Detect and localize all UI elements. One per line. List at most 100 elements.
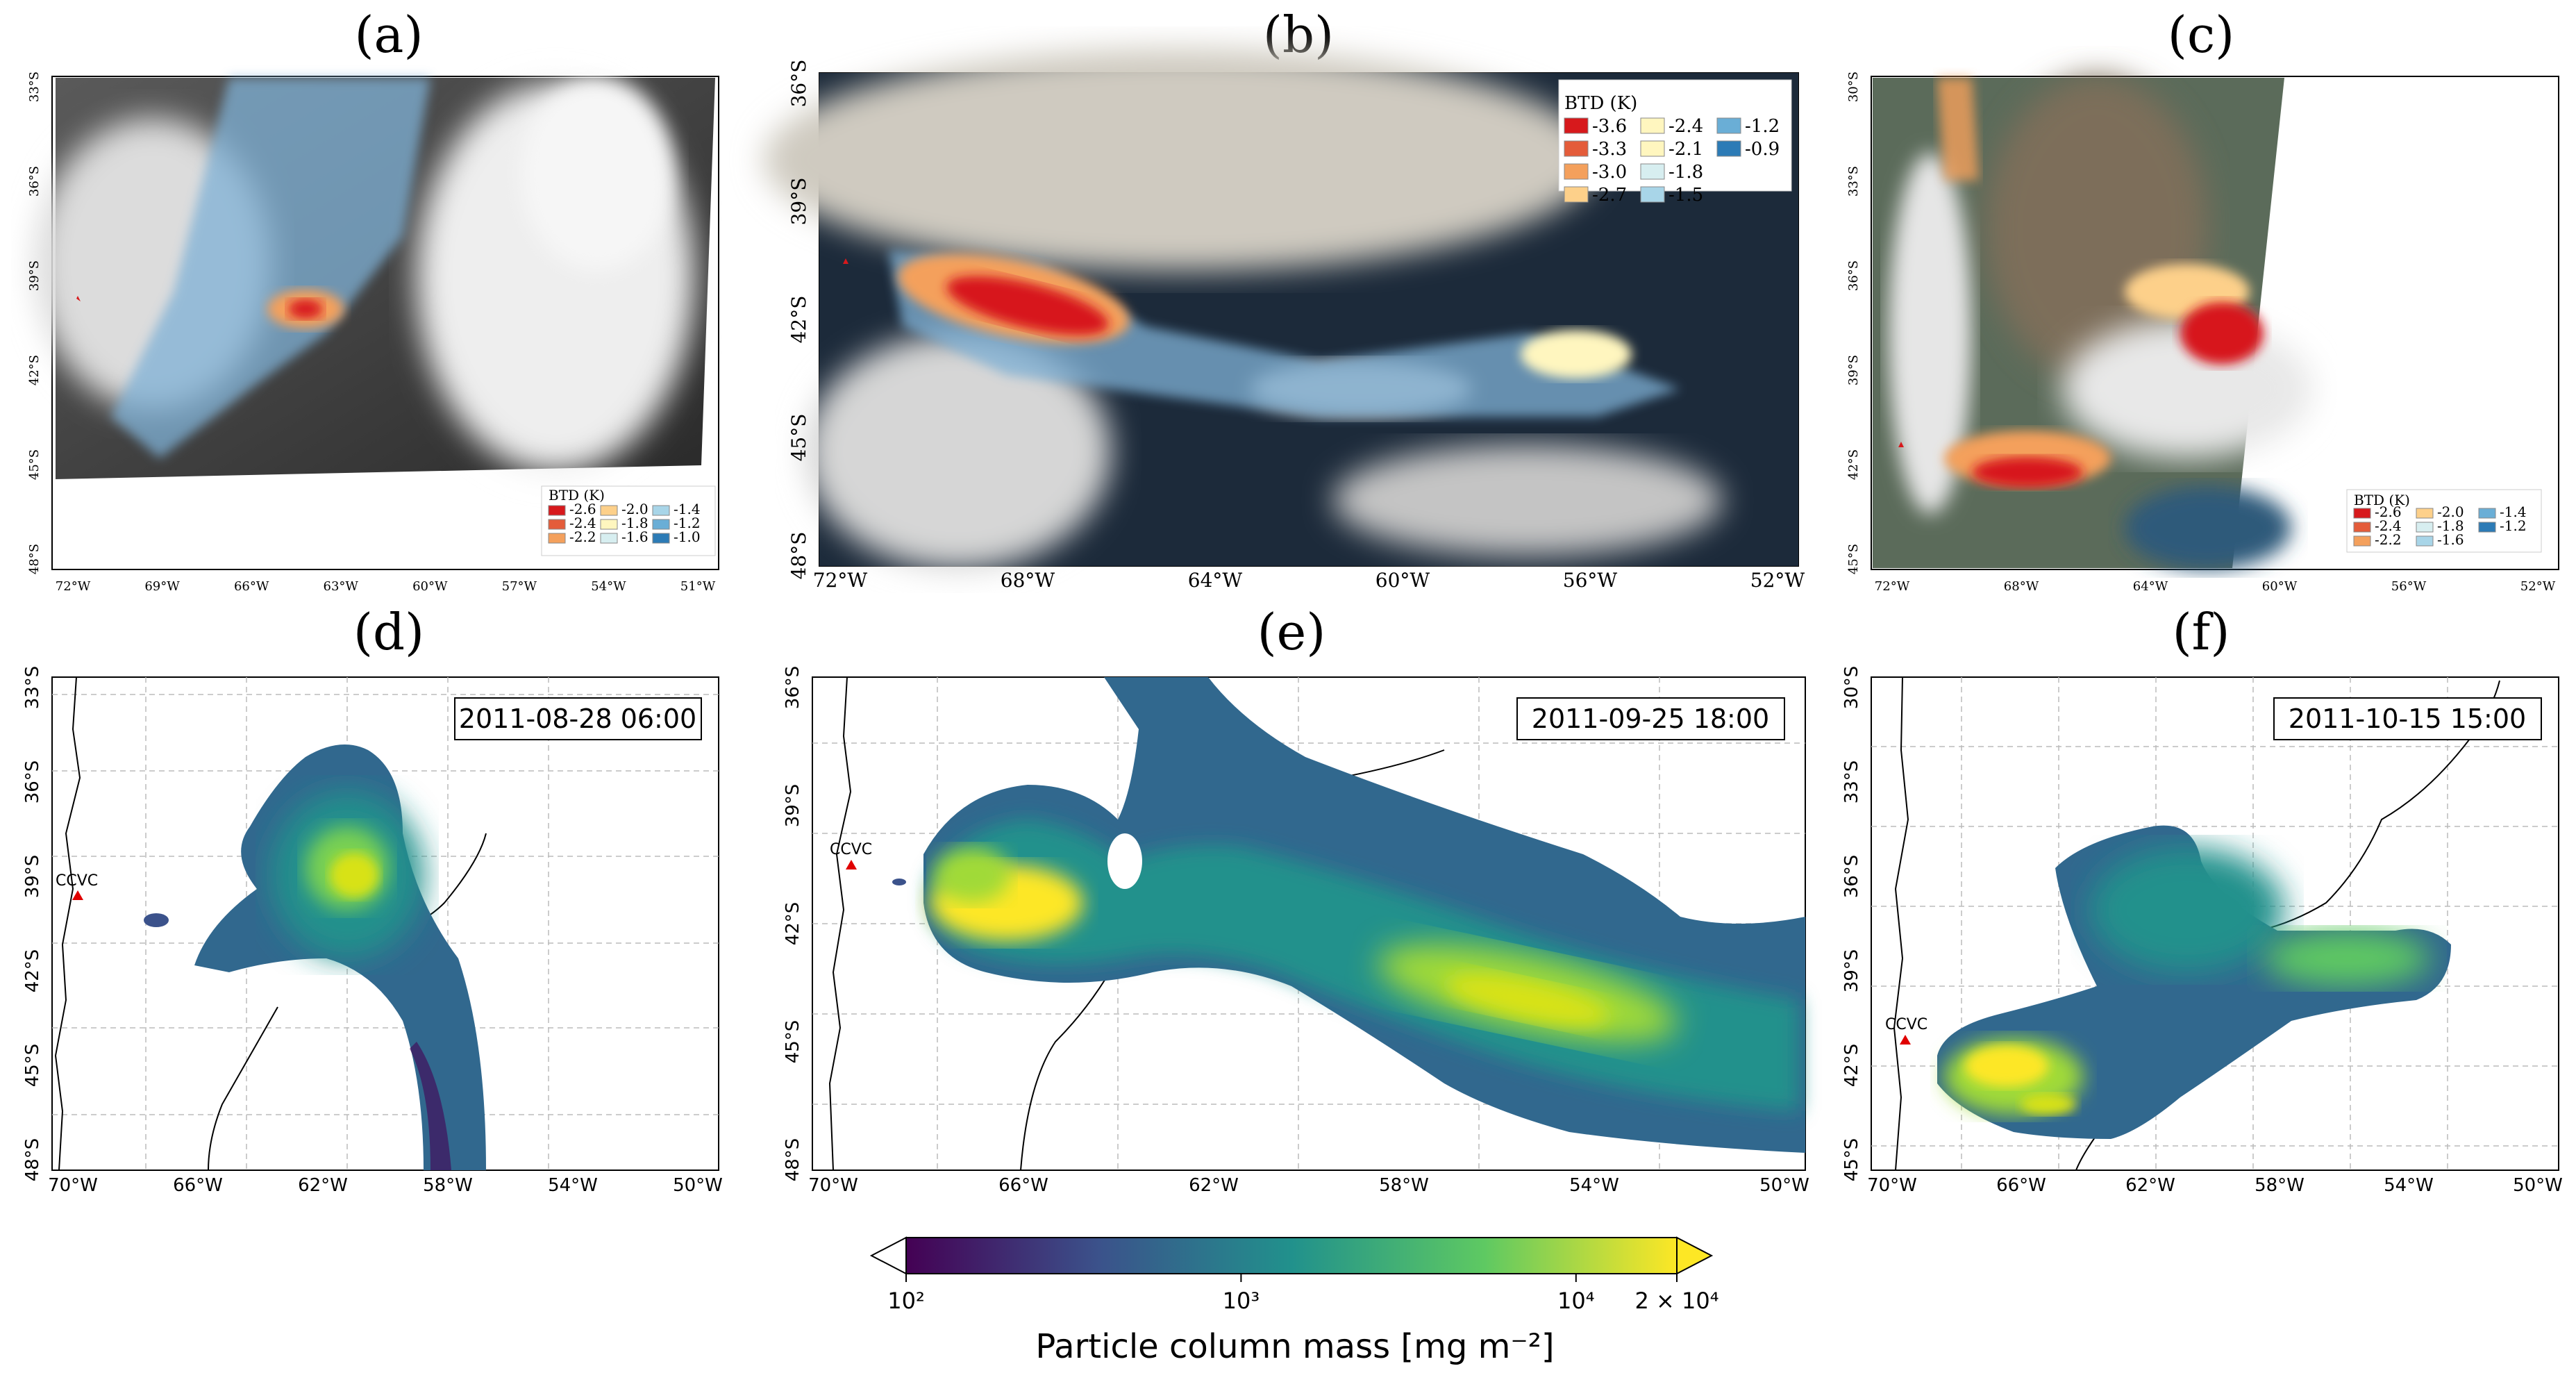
panel-c-lat-tick: 36°S: [1846, 260, 1861, 291]
panel-a-label: (a): [354, 6, 423, 64]
panel-a-legend-swatch: [548, 533, 566, 544]
panel-e-lon-tick: 70°W: [808, 1175, 858, 1196]
panel-f-plume: [1937, 825, 2451, 1139]
panel-b-legend-label: -3.6: [1592, 116, 1627, 137]
panel-f-label: (f): [2173, 603, 2230, 661]
panel-e-datebox: [1516, 697, 1785, 740]
panel-b-legend-swatch: [1640, 117, 1665, 134]
panel-a-lon-tick: 60°W: [412, 579, 448, 594]
panel-b-legend-swatch: [1640, 140, 1665, 157]
panel-a-lat-tick: 39°S: [27, 260, 42, 291]
panel-b-legend-swatch: [1564, 163, 1589, 180]
panel-f-lon-tick: 62°W: [2125, 1175, 2175, 1196]
panel-d-lat-tick: 42°S: [22, 949, 43, 993]
panel-b-lat-tick: 48°S: [787, 532, 810, 580]
panel-f-lat-tick: 36°S: [1841, 855, 1862, 899]
panel-a-lon-tick: 51°W: [680, 579, 716, 594]
panel-b-legend-swatch: [1564, 117, 1589, 134]
panel-d-lon-tick: 54°W: [548, 1175, 598, 1196]
colorbar-extend-low: [869, 1236, 907, 1275]
panel-b-legend-label: -1.8: [1668, 162, 1703, 183]
panel-b-legend-swatch: [1640, 163, 1665, 180]
panel-c-legend: BTD (K) -2.6-2.4-2.2 -2.0-1.8-1.6 -1.4-1.2: [2346, 489, 2542, 553]
panel-e-vent-marker: [846, 860, 857, 869]
panel-c-legend-label: -2.0: [2437, 504, 2464, 520]
panel-d-lat-tick: 36°S: [22, 760, 43, 804]
panel-c-image: [1873, 76, 2312, 569]
panel-b-lat-tick: 45°S: [787, 414, 810, 462]
colorbar: 10² 10³ 10⁴ 2 × 10⁴ Particle column mass [m…: [869, 1236, 1719, 1366]
panel-e-lat-tick: 45°S: [783, 1020, 803, 1064]
panel-a-legend-swatch: [652, 519, 670, 530]
panel-c-legend-swatch: [2416, 535, 2434, 547]
panel-b-legend-label: -1.5: [1668, 185, 1703, 206]
panel-f-lon-tick: 50°W: [2513, 1175, 2563, 1196]
panel-a-legend-swatch: [548, 505, 566, 516]
panel-c-lon-tick: 52°W: [2520, 579, 2556, 594]
panel-b-lon-tick: 64°W: [1188, 569, 1243, 592]
panel-e-lon-tick: 58°W: [1379, 1175, 1429, 1196]
panel-e-lon-tick: 50°W: [1759, 1175, 1809, 1196]
panel-c-lon-tick: 60°W: [2262, 579, 2298, 594]
panel-c-lat-tick: 33°S: [1846, 166, 1861, 197]
panel-c-lat-tick: 39°S: [1846, 355, 1861, 385]
panel-d-lat-tick: 48°S: [22, 1138, 43, 1182]
panel-a-legend-swatch: [548, 519, 566, 530]
panel-a-lon-tick: 63°W: [324, 579, 359, 594]
panel-d-vent-marker: [72, 890, 83, 900]
panel-e-label: (e): [1257, 603, 1326, 661]
panel-f-lon-tick: 70°W: [1867, 1175, 1917, 1196]
panel-f-lat-tick: 33°S: [1841, 760, 1862, 804]
panel-b-legend-label: -2.7: [1592, 185, 1627, 206]
panel-f-lon-tick: 66°W: [1996, 1175, 2046, 1196]
panel-a-legend-label: -1.4: [674, 501, 701, 517]
panel-c-legend-label: -1.2: [2500, 517, 2527, 534]
panel-f-vent-marker: [1900, 1035, 1911, 1045]
panel-e-lat-tick: 39°S: [783, 784, 803, 828]
panel-f-lat-tick: 30°S: [1841, 666, 1862, 710]
panel-b-legend-swatch: [1640, 186, 1665, 203]
panel-c-legend-swatch: [2416, 508, 2434, 519]
panel-a-legend-label: -2.0: [621, 501, 649, 517]
panel-b-lat-tick: 42°S: [787, 296, 810, 344]
colorbar-tick-label: 10⁴: [1557, 1288, 1595, 1314]
panel-f-lon-tick: 54°W: [2384, 1175, 2434, 1196]
panel-e-vent-label: CCVC: [830, 841, 872, 858]
panel-c: (c) BTD (K) -2.6-2.4-2.2 -2.0-1.8-1.6 -1.4…: [1846, 6, 2559, 594]
panel-a-lon-tick: 72°W: [56, 579, 91, 594]
panel-c-legend-label: -2.6: [2375, 504, 2402, 520]
panel-f-lat-tick: 39°S: [1841, 949, 1862, 993]
panel-c-lat-tick: 42°S: [1846, 449, 1861, 480]
panel-f-lat-tick: 45°S: [1841, 1138, 1862, 1182]
panel-b-lon-tick: 60°W: [1375, 569, 1430, 592]
panel-d: (d) 2011-08-28 06:00 CCVC 33°S 36°S 39°S: [22, 603, 723, 1196]
panel-e-plume: [892, 677, 1805, 1153]
panel-b-legend-label: -2.1: [1668, 139, 1703, 160]
panel-f-date: 2011-10-15 15:00: [2289, 704, 2526, 734]
panel-e-lat-tick: 42°S: [783, 902, 803, 946]
panel-d-vent-label: CCVC: [56, 872, 98, 890]
colorbar-extend-high: [1676, 1236, 1714, 1275]
panel-a-legend-label: -2.2: [569, 529, 596, 545]
colorbar-tick-label: 2 × 10⁴: [1634, 1288, 1718, 1314]
panel-c-legend-swatch: [2353, 535, 2371, 547]
panel-a-lat-tick: 48°S: [27, 544, 42, 574]
panel-f-lon-tick: 58°W: [2255, 1175, 2305, 1196]
panel-a-legend-swatch: [652, 505, 670, 516]
panel-b-legend-label: -0.9: [1745, 139, 1780, 160]
panel-b-lon-tick: 52°W: [1750, 569, 1805, 592]
colorbar-title: Particle column mass [mg m⁻²]: [1035, 1327, 1554, 1366]
panel-d-lat-tick: 39°S: [22, 855, 43, 899]
panel-c-legend-label: -1.4: [2500, 504, 2527, 520]
panel-a-legend-title: BTD (K): [549, 487, 605, 504]
panel-a-legend-swatch: [600, 533, 618, 544]
panel-d-datebox: [454, 697, 702, 740]
panel-c-legend-swatch: [2478, 508, 2496, 519]
panel-a-legend-label: -1.0: [674, 529, 701, 545]
panel-c-legend-label: -1.8: [2437, 517, 2464, 534]
panel-b-legend-swatch: [1716, 140, 1741, 157]
panel-a-lon-tick: 54°W: [591, 579, 626, 594]
panel-b-legend-swatch: [1564, 140, 1589, 157]
colorbar-tick-label: 10³: [1223, 1288, 1260, 1314]
panel-a-legend-label: -2.6: [569, 501, 596, 517]
